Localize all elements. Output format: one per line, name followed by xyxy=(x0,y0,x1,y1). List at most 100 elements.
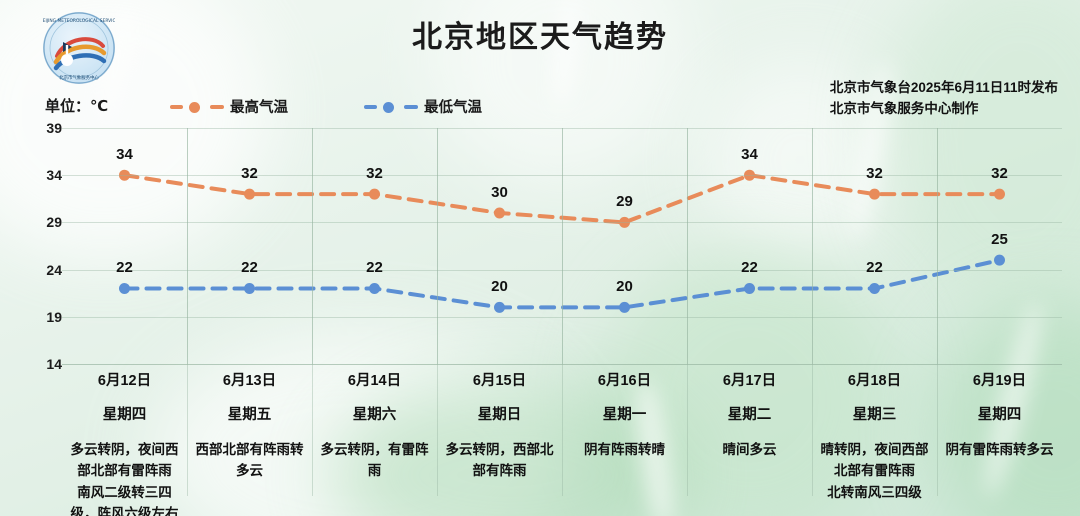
forecast-wind: 北转南风三四级 xyxy=(827,485,922,501)
data-point-value: 34 xyxy=(116,146,133,164)
forecast-day-column: 6月12日星期四多云转阴，夜间西部北部有雷阵雨南风二级转三四级，阵风六级左右 xyxy=(62,364,187,516)
forecast-description: 多云转阴，有雷阵雨 xyxy=(320,442,429,478)
gridline-horizontal xyxy=(62,222,1062,224)
data-point-value: 32 xyxy=(241,165,258,183)
forecast-description: 阴有雷阵雨转多云 xyxy=(945,442,1054,457)
gridline-horizontal xyxy=(62,364,1062,365)
forecast-date: 6月16日 xyxy=(597,373,652,389)
forecast-date: 6月19日 xyxy=(972,373,1027,389)
legend-marker-high-icon xyxy=(170,101,224,113)
forecast-date: 6月14日 xyxy=(347,373,402,389)
svg-text:北京市气象服务中心: 北京市气象服务中心 xyxy=(59,74,99,81)
gridline-vertical xyxy=(562,128,563,364)
forecast-description: 多云转阴，西部北部有阵雨 xyxy=(445,442,554,478)
svg-text:BEIJING METEOROLOGICAL SERVICE: BEIJING METEOROLOGICAL SERVICE xyxy=(43,18,115,24)
y-axis-tick-labels: 39 34 29 24 19 14 xyxy=(18,120,62,372)
series-line-low xyxy=(122,258,1002,310)
page-title: 北京地区天气趋势 xyxy=(412,21,668,54)
data-point-value: 32 xyxy=(991,165,1008,183)
gridline-vertical xyxy=(937,128,938,364)
y-axis-tick: 39 xyxy=(46,120,62,136)
forecast-weekday: 星期六 xyxy=(352,407,397,423)
issuer-line-2: 北京市气象服务中心制作 xyxy=(829,100,979,116)
gridline-horizontal xyxy=(62,175,1062,177)
chart-lines xyxy=(119,169,1005,313)
legend-label-low: 最低气温 xyxy=(424,100,482,116)
forecast-wind: 南风二级转三四级，阵风六级左右 xyxy=(70,485,179,516)
data-point-marker xyxy=(744,282,755,294)
forecast-day-column: 6月14日星期六多云转阴，有雷阵雨 xyxy=(312,128,437,510)
forecast-day-column: 6月19日星期四阴有雷阵雨转多云 xyxy=(937,128,1062,510)
forecast-day-column: 6月17日星期二晴间多云 xyxy=(687,128,812,510)
forecast-date: 6月18日 xyxy=(847,373,902,389)
data-point-value: 20 xyxy=(491,278,508,296)
forecast-weekday: 星期二 xyxy=(727,407,772,423)
data-point-value: 34 xyxy=(741,146,758,164)
forecast-description: 西部北部有阵雨转多云 xyxy=(195,442,304,478)
y-axis-tick: 14 xyxy=(46,356,62,372)
data-point-marker xyxy=(619,301,630,313)
data-point-marker xyxy=(744,169,755,181)
forecast-description: 多云转阴，夜间西部北部有雷阵雨 xyxy=(70,442,179,478)
forecast-weekday: 星期四 xyxy=(977,407,1022,423)
y-axis-tick: 24 xyxy=(46,261,62,278)
y-axis-tick: 19 xyxy=(46,308,62,325)
data-point-marker xyxy=(244,188,255,200)
forecast-weekday: 星期五 xyxy=(227,407,272,423)
forecast-description: 阴有阵雨转晴 xyxy=(584,442,665,457)
data-point-marker xyxy=(619,216,630,228)
data-point-value: 22 xyxy=(366,259,383,277)
data-point-marker xyxy=(494,301,505,313)
data-point-value: 25 xyxy=(991,231,1008,249)
data-point-marker xyxy=(369,282,380,294)
y-axis-tick: 29 xyxy=(46,214,62,231)
forecast-description: 晴间多云 xyxy=(722,442,777,457)
data-point-value: 22 xyxy=(866,259,883,277)
chart-legend: 最高气温 最低气温 xyxy=(170,96,482,117)
forecast-weekday: 星期四 xyxy=(102,407,147,423)
data-point-marker xyxy=(869,282,880,294)
forecast-date: 6月12日 xyxy=(97,373,152,389)
gridline-vertical xyxy=(687,128,688,364)
forecast-day-column: 6月13日星期五西部北部有阵雨转多云 xyxy=(187,128,312,510)
data-point-marker xyxy=(369,188,380,200)
data-point-marker xyxy=(119,169,130,181)
gridline-vertical xyxy=(437,128,438,364)
data-point-value: 32 xyxy=(366,165,383,183)
data-point-marker xyxy=(119,282,130,294)
forecast-date: 6月17日 xyxy=(722,373,777,389)
data-point-marker xyxy=(994,188,1005,200)
forecast-weekday: 星期三 xyxy=(852,407,897,423)
unit-label: 单位：℃ xyxy=(45,98,109,115)
forecast-date: 6月13日 xyxy=(222,373,277,389)
forecast-day-column: 6月16日星期一阴有阵雨转晴 xyxy=(562,128,687,510)
forecast-weekday: 星期日 xyxy=(477,407,522,423)
forecast-date: 6月15日 xyxy=(472,373,527,389)
data-point-marker xyxy=(494,207,505,219)
temperature-line-chart: 34 32 32 30 29 34 32 32 22 22 22 20 20 22 22 25 xyxy=(62,128,1062,365)
gridline-horizontal xyxy=(62,269,1062,271)
background-blob xyxy=(150,330,570,516)
gridline-vertical xyxy=(187,128,188,364)
forecast-description: 晴转阴，夜间西部北部有雷阵雨 xyxy=(820,442,929,478)
data-point-value: 20 xyxy=(616,278,633,296)
forecast-day-columns: 6月12日 星期四 多云转阴，夜间西部北部有雷阵雨 南风二级转三四级，阵风六级左右 6月… xyxy=(62,128,1062,516)
data-point-value: 29 xyxy=(616,193,633,211)
data-point-marker xyxy=(994,254,1005,266)
gridline-vertical xyxy=(812,128,813,364)
forecast-weekday: 星期一 xyxy=(602,407,647,423)
data-point-value: 22 xyxy=(741,259,758,277)
data-point-marker xyxy=(244,282,255,294)
legend-item-high: 最高气温 xyxy=(170,96,288,117)
x-axis-line xyxy=(62,364,1062,365)
issuer-line-1: 北京市气象台2025年6月11日11时发布 xyxy=(829,80,1058,95)
issuer-info: 北京市气象台2025年6月11日11时发布 北京市气象服务中心制作 xyxy=(830,78,1058,120)
y-axis-tick: 34 xyxy=(46,167,62,184)
data-point-value: 22 xyxy=(241,259,258,277)
data-point-value: 32 xyxy=(866,165,883,183)
series-line-high xyxy=(122,173,1002,225)
gridline-horizontal xyxy=(62,316,1062,318)
gridline-horizontal xyxy=(62,128,1062,129)
legend-item-low: 最低气温 xyxy=(364,96,482,117)
